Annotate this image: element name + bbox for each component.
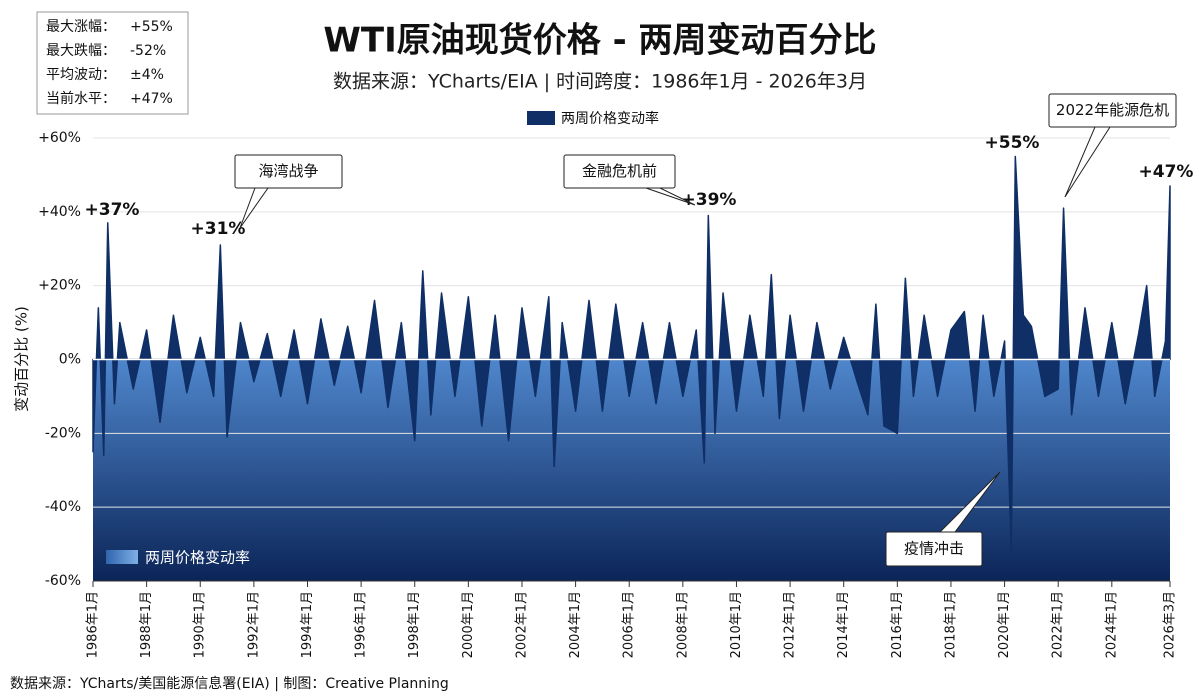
stat-label: 当前水平： — [46, 90, 116, 107]
y-tick-label: -20% — [45, 425, 81, 441]
x-tick-label: 2008年1月 — [675, 591, 690, 658]
callout-box — [234, 154, 343, 189]
annotation: 金融危机前 — [582, 162, 657, 180]
stat-label: 平均波动： — [46, 67, 116, 83]
x-tick-label: 1996年1月 — [354, 591, 369, 658]
x-tick-label: 2002年1月 — [514, 591, 529, 658]
peak-label: +47% — [1139, 162, 1194, 182]
x-tick-label: 2012年1月 — [783, 591, 798, 658]
legend-swatch — [106, 550, 138, 564]
peak-label: +31% — [191, 219, 246, 239]
area — [92, 155, 1171, 553]
x-tick-label: 2000年1月 — [461, 591, 476, 658]
legend-label: 两周价格变动率 — [561, 110, 659, 127]
peak-label: +37% — [85, 200, 140, 220]
stat-value: -52% — [130, 43, 166, 59]
y-tick-label: -40% — [45, 499, 81, 515]
y-tick-label: +60% — [38, 130, 81, 146]
x-tick-label: 2018年1月 — [943, 591, 958, 658]
annotation: 海湾战争 — [258, 162, 318, 180]
callout-box — [1048, 93, 1177, 128]
x-tick-label: 2006年1月 — [622, 591, 637, 658]
stat-value: +55% — [130, 19, 173, 35]
plot-background — [93, 359, 1170, 581]
x-tick-label: 1994年1月 — [300, 591, 315, 658]
y-axis-label: 变动百分比 (%) — [13, 306, 31, 412]
annotation: 疫情冲击 — [904, 540, 964, 558]
y-tick-label: -60% — [45, 573, 81, 589]
x-tick-label: 1998年1月 — [407, 591, 422, 658]
x-tick-label: 2020年1月 — [997, 591, 1012, 658]
stat-label: 最大涨幅： — [46, 19, 116, 35]
callout-tip — [239, 187, 269, 229]
stat-value: ±4% — [130, 67, 164, 83]
y-tick-label: +40% — [38, 204, 81, 220]
callout-box — [563, 154, 676, 189]
x-tick-label: 1986年1月 — [86, 591, 101, 658]
x-tick-label: 2010年1月 — [729, 591, 744, 658]
stats-box — [36, 11, 189, 115]
legend-label: 两周价格变动率 — [145, 549, 250, 567]
y-tick-label: 0% — [59, 352, 81, 368]
chart-title: WTI原油现货价格 - 两周变动百分比 — [323, 21, 876, 61]
callout-box — [885, 531, 983, 567]
x-tick-label: 1990年1月 — [193, 591, 208, 658]
x-tick-label: 1988年1月 — [139, 591, 154, 658]
stat-label: 最大跌幅： — [46, 43, 116, 59]
legend-swatch — [527, 111, 555, 125]
peak-label: +39% — [682, 190, 737, 210]
annotation: 2022年能源危机 — [1056, 101, 1169, 119]
chart-subtitle: 数据来源：YCharts/EIA | 时间跨度：1986年1月 - 2026年3… — [333, 71, 867, 93]
x-tick-label: 2026年3月 — [1163, 591, 1178, 658]
stat-value: +47% — [130, 91, 173, 107]
x-tick-label: 2024年1月 — [1104, 591, 1119, 658]
x-tick-label: 2004年1月 — [568, 591, 583, 658]
x-tick-label: 2016年1月 — [890, 591, 905, 658]
peak-label: +55% — [985, 133, 1040, 153]
y-tick-label: +20% — [38, 278, 81, 294]
x-tick-label: 1992年1月 — [246, 591, 261, 658]
footer: 数据来源：YCharts/美国能源信息署(EIA) | 制图：Creative … — [10, 675, 449, 692]
x-tick-label: 2022年1月 — [1051, 591, 1066, 658]
x-tick-label: 2014年1月 — [836, 591, 851, 658]
